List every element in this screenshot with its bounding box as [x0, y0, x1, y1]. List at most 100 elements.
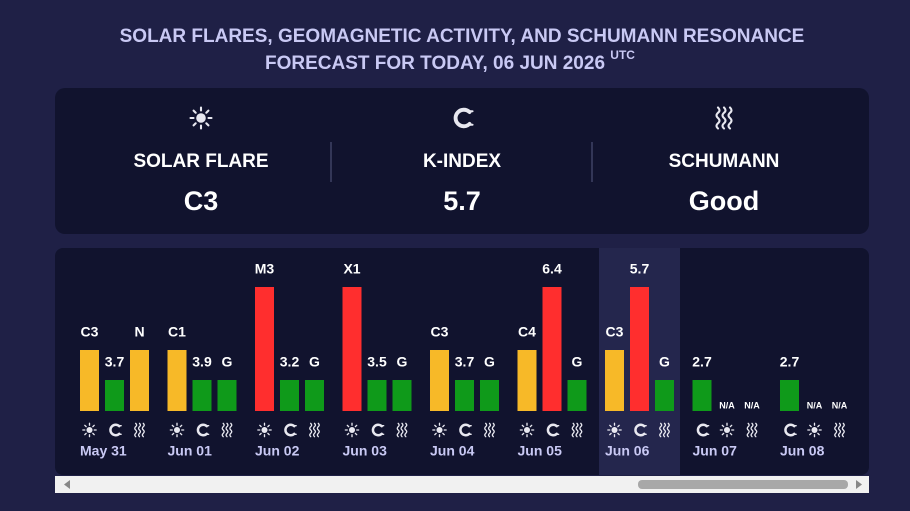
flare-bar: [430, 350, 449, 411]
sun-ray: [171, 432, 175, 436]
sun-ray: [84, 432, 87, 436]
scroll-left[interactable]: [64, 480, 70, 489]
sun-icon: [189, 106, 213, 130]
date-label: Jun 07: [693, 443, 738, 459]
magnet-icon: [546, 423, 560, 437]
magnet-body: [371, 423, 383, 437]
flare-label: M3: [255, 261, 275, 277]
sun-ray: [192, 122, 197, 127]
flare-label: C4: [518, 324, 536, 340]
summary-card: [55, 88, 869, 234]
wave: [400, 422, 404, 438]
sun-ray: [529, 424, 533, 428]
flare-label: C3: [81, 324, 99, 340]
summary-value: 5.7: [443, 186, 481, 216]
kindex-label: 6.4: [542, 261, 562, 277]
wave: [666, 422, 670, 438]
flare-label: C3: [606, 324, 624, 340]
flare-label: X1: [343, 261, 360, 277]
scroll-right[interactable]: [856, 480, 862, 489]
wave: [225, 422, 229, 438]
wave: [487, 422, 492, 438]
wave: [491, 422, 495, 438]
sun-ray: [354, 432, 358, 436]
sun-ray: [267, 424, 270, 428]
title-date: FORECAST FOR TODAY, 06 JUN 2026: [265, 53, 605, 74]
sun-ray: [729, 432, 733, 436]
sun-ray: [346, 432, 350, 436]
magnet-icon: [784, 423, 797, 437]
sun-core: [611, 426, 618, 434]
summary-label: SOLAR FLARE: [133, 151, 268, 172]
sun-ray: [346, 424, 350, 428]
flare-bar: [605, 350, 624, 411]
date-label: May 31: [80, 443, 127, 459]
sun-ray: [192, 109, 197, 114]
magnet-body: [453, 107, 472, 129]
wave: [575, 422, 579, 438]
wave-icon: [834, 422, 845, 438]
sun-ray: [179, 432, 183, 436]
wave: [727, 106, 733, 130]
sun-core: [436, 426, 443, 434]
sun-ray: [617, 424, 620, 428]
schumann-bar: [130, 350, 149, 411]
wave-icon: [221, 422, 233, 438]
title: SOLAR FLARES, GEOMAGNETIC ACTIVITY, AND …: [120, 26, 805, 47]
kindex-bar: [367, 380, 387, 411]
sun-core: [196, 113, 206, 123]
wave: [134, 422, 138, 438]
wave-icon: [715, 106, 733, 130]
sun-icon: [807, 422, 822, 438]
magnet-body: [634, 423, 646, 437]
sun-icon: [432, 422, 447, 438]
schumann-label: G: [397, 354, 408, 370]
scroll-thumb[interactable]: [638, 480, 848, 489]
title: FORECAST FOR TODAY, 06 JUN 2026 UTC: [265, 48, 635, 74]
flare-bar: [517, 350, 537, 411]
wave: [404, 422, 408, 438]
date-label: Jun 01: [168, 443, 213, 459]
magnet-icon: [371, 423, 385, 437]
schumann-label: G: [222, 354, 233, 370]
kindex-bar: [192, 380, 212, 411]
summary-label: SCHUMANN: [669, 151, 780, 172]
date-label: Jun 05: [518, 443, 563, 459]
sun-ray: [521, 432, 525, 436]
kindex-label: 3.7: [105, 354, 125, 370]
summary-value: C3: [184, 186, 219, 216]
sun-ray: [609, 424, 612, 428]
wave: [137, 422, 142, 438]
schumann-label: G: [659, 354, 670, 370]
sun-ray: [721, 432, 725, 436]
schumann-label: N: [134, 324, 144, 340]
schumann-bar: [305, 380, 324, 411]
sun-ray: [259, 432, 262, 436]
wave: [229, 422, 233, 438]
schumann-label: G: [309, 354, 320, 370]
date-label: Jun 02: [255, 443, 300, 459]
wave: [750, 422, 754, 438]
magnet-icon: [109, 423, 122, 437]
magnet-icon: [696, 423, 710, 437]
wave: [754, 422, 758, 438]
sun-ray: [354, 424, 358, 428]
sun-core: [86, 426, 93, 434]
sun-ray: [92, 424, 95, 428]
wave: [746, 422, 750, 438]
flare-bar: [255, 287, 274, 411]
timezone: UTC: [610, 48, 635, 62]
kindex-bar: [780, 380, 799, 411]
schumann-label: G: [572, 354, 583, 370]
sun-core: [261, 426, 268, 434]
na-label: N/A: [744, 400, 760, 410]
kindex-label: 3.7: [455, 354, 475, 370]
sun-ray: [267, 432, 270, 436]
flare-bar: [167, 350, 187, 411]
date-label: Jun 03: [343, 443, 388, 459]
wave-icon: [134, 422, 145, 438]
sun-ray: [171, 424, 175, 428]
kindex-bar: [455, 380, 474, 411]
